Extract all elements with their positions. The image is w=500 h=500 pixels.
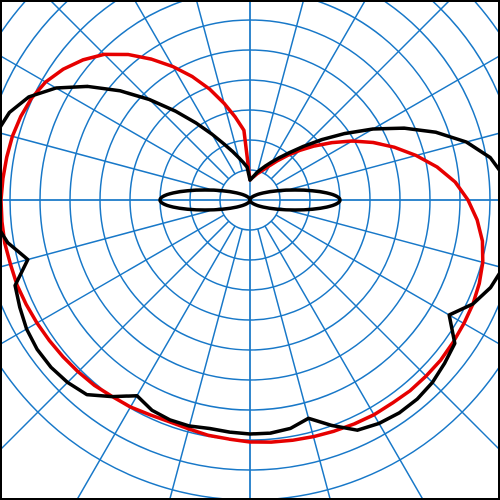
polar-chart [0, 0, 500, 500]
